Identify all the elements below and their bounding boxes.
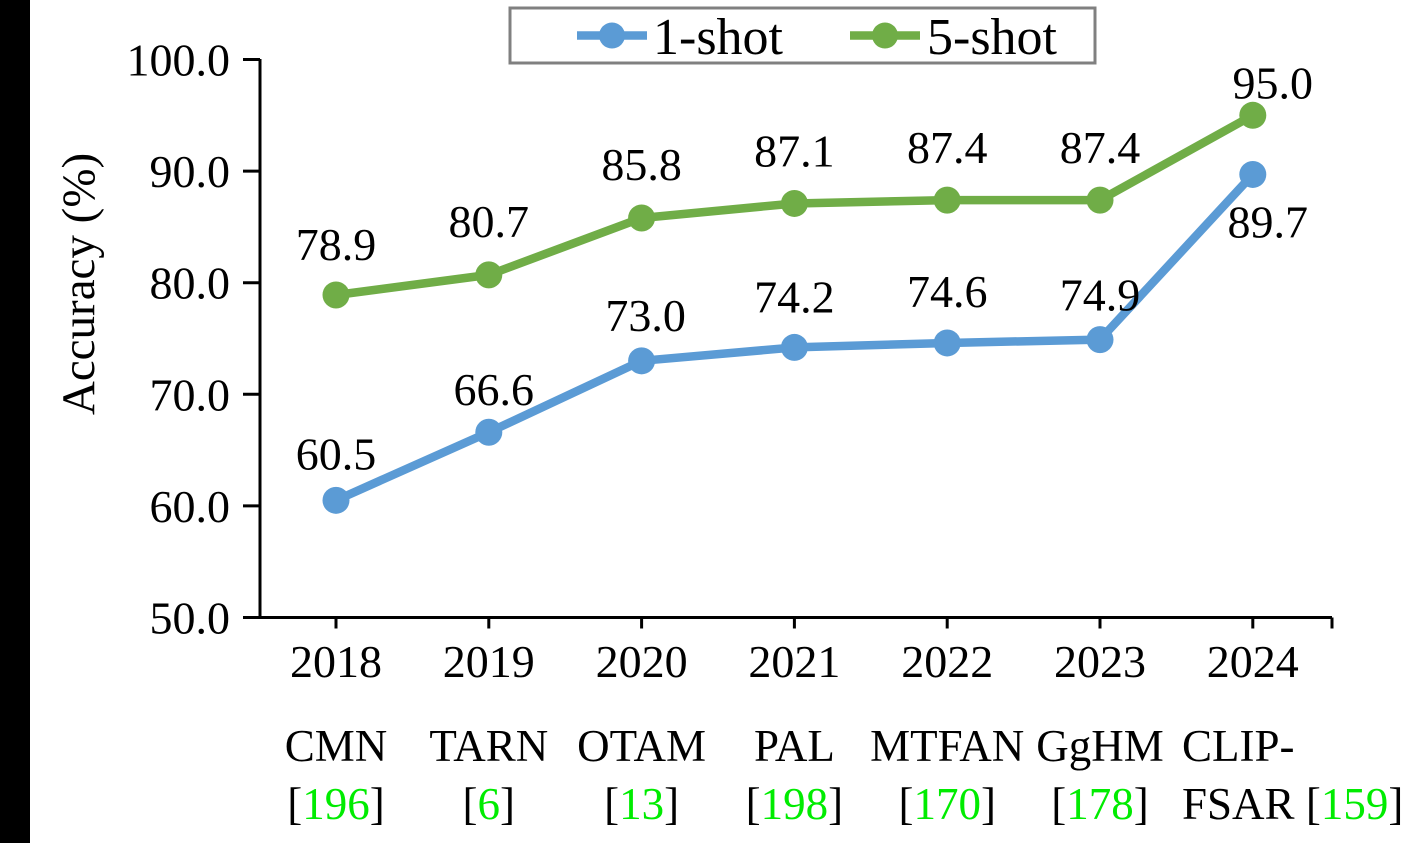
data-point-5-shot-2019 [475, 261, 503, 289]
method-name: TARN [429, 721, 548, 771]
method-name: PAL [754, 721, 835, 771]
method-citation: [198] [746, 779, 844, 829]
y-axis-title: Accuracy (%) [53, 153, 105, 415]
method-name: CMN [285, 721, 388, 771]
data-label-5-shot-2021: 87.1 [754, 125, 835, 176]
data-point-1-shot-2022 [933, 329, 961, 357]
method-labels: CMN [196] TARN [6] OTAM [13] PAL [198] MTFAN [170… [285, 721, 1404, 829]
data-point-5-shot-2018 [322, 281, 350, 309]
y-tick-label: 60.0 [150, 481, 231, 532]
y-tick-label: 70.0 [150, 369, 231, 420]
data-label-1-shot-2021: 74.2 [754, 271, 835, 322]
data-label-1-shot-2023: 74.9 [1060, 270, 1141, 321]
data-label-1-shot-2020: 73.0 [605, 290, 686, 341]
x-axis [244, 616, 1334, 629]
data-label-5-shot-2024: 95.0 [1233, 57, 1314, 108]
data-point-5-shot-2023 [1086, 186, 1114, 214]
legend-marker-1shot [599, 22, 625, 49]
year-label: 2023 [1054, 636, 1146, 687]
legend-label-1shot: 1-shot [653, 9, 784, 66]
year-label: 2024 [1207, 636, 1299, 687]
y-axis: 100.0 90.0 80.0 70.0 60.0 50.0 [127, 35, 262, 644]
data-point-5-shot-2022 [933, 186, 961, 214]
method-name: MTFAN [870, 721, 1024, 771]
year-label: 2021 [748, 636, 840, 687]
method-citation: [178] [1051, 779, 1149, 829]
legend: 1-shot 5-shot [508, 6, 1097, 66]
data-point-1-shot-2018 [322, 486, 350, 514]
data-label-1-shot-2024: 89.7 [1228, 196, 1309, 247]
category-labels: 2018 2019 2020 2021 2022 2023 2024 [290, 636, 1299, 687]
data-point-5-shot-2020 [628, 204, 656, 232]
left-black-bar [0, 0, 30, 843]
data-point-1-shot-2023 [1086, 326, 1114, 354]
data-label-1-shot-2019: 66.6 [454, 364, 535, 415]
legend-label-5shot: 5-shot [927, 9, 1058, 66]
y-tick-label: 90.0 [150, 146, 231, 197]
method-citation: [170] [898, 779, 995, 829]
year-label: 2022 [901, 636, 993, 687]
data-point-5-shot-2024 [1239, 101, 1267, 129]
y-tick-label: 100.0 [127, 35, 231, 86]
method-citation: [196] [287, 779, 385, 829]
data-label-5-shot-2018: 78.9 [296, 219, 377, 270]
data-label-1-shot-2022: 74.6 [907, 266, 988, 317]
method-name: OTAM [577, 721, 706, 771]
data-point-1-shot-2021 [780, 333, 808, 361]
y-tick-label: 50.0 [150, 593, 231, 644]
data-label-5-shot-2020: 85.8 [601, 139, 682, 190]
year-label: 2019 [443, 636, 535, 687]
series-layer: 60.5 66.6 73.0 74.2 74.6 74.9 89.7 78.9 80.7 85.8… [296, 57, 1313, 514]
data-label-5-shot-2019: 80.7 [449, 196, 530, 247]
method-citation: [13] [604, 779, 679, 829]
year-label: 2020 [596, 636, 688, 687]
method-citation: FSAR [159] [1182, 779, 1403, 829]
legend-marker-5shot [872, 22, 898, 49]
method-citation: [6] [463, 779, 516, 829]
data-point-5-shot-2021 [780, 189, 808, 217]
data-label-5-shot-2022: 87.4 [907, 122, 988, 173]
method-name: GgHM [1036, 721, 1164, 771]
data-point-1-shot-2024 [1239, 160, 1267, 188]
data-point-1-shot-2019 [475, 418, 503, 446]
y-tick-label: 80.0 [150, 258, 231, 309]
method-name: CLIP- [1182, 721, 1295, 771]
data-point-1-shot-2020 [628, 347, 656, 375]
year-label: 2018 [290, 636, 382, 687]
data-label-5-shot-2023: 87.4 [1060, 122, 1141, 173]
data-label-1-shot-2018: 60.5 [296, 428, 377, 479]
